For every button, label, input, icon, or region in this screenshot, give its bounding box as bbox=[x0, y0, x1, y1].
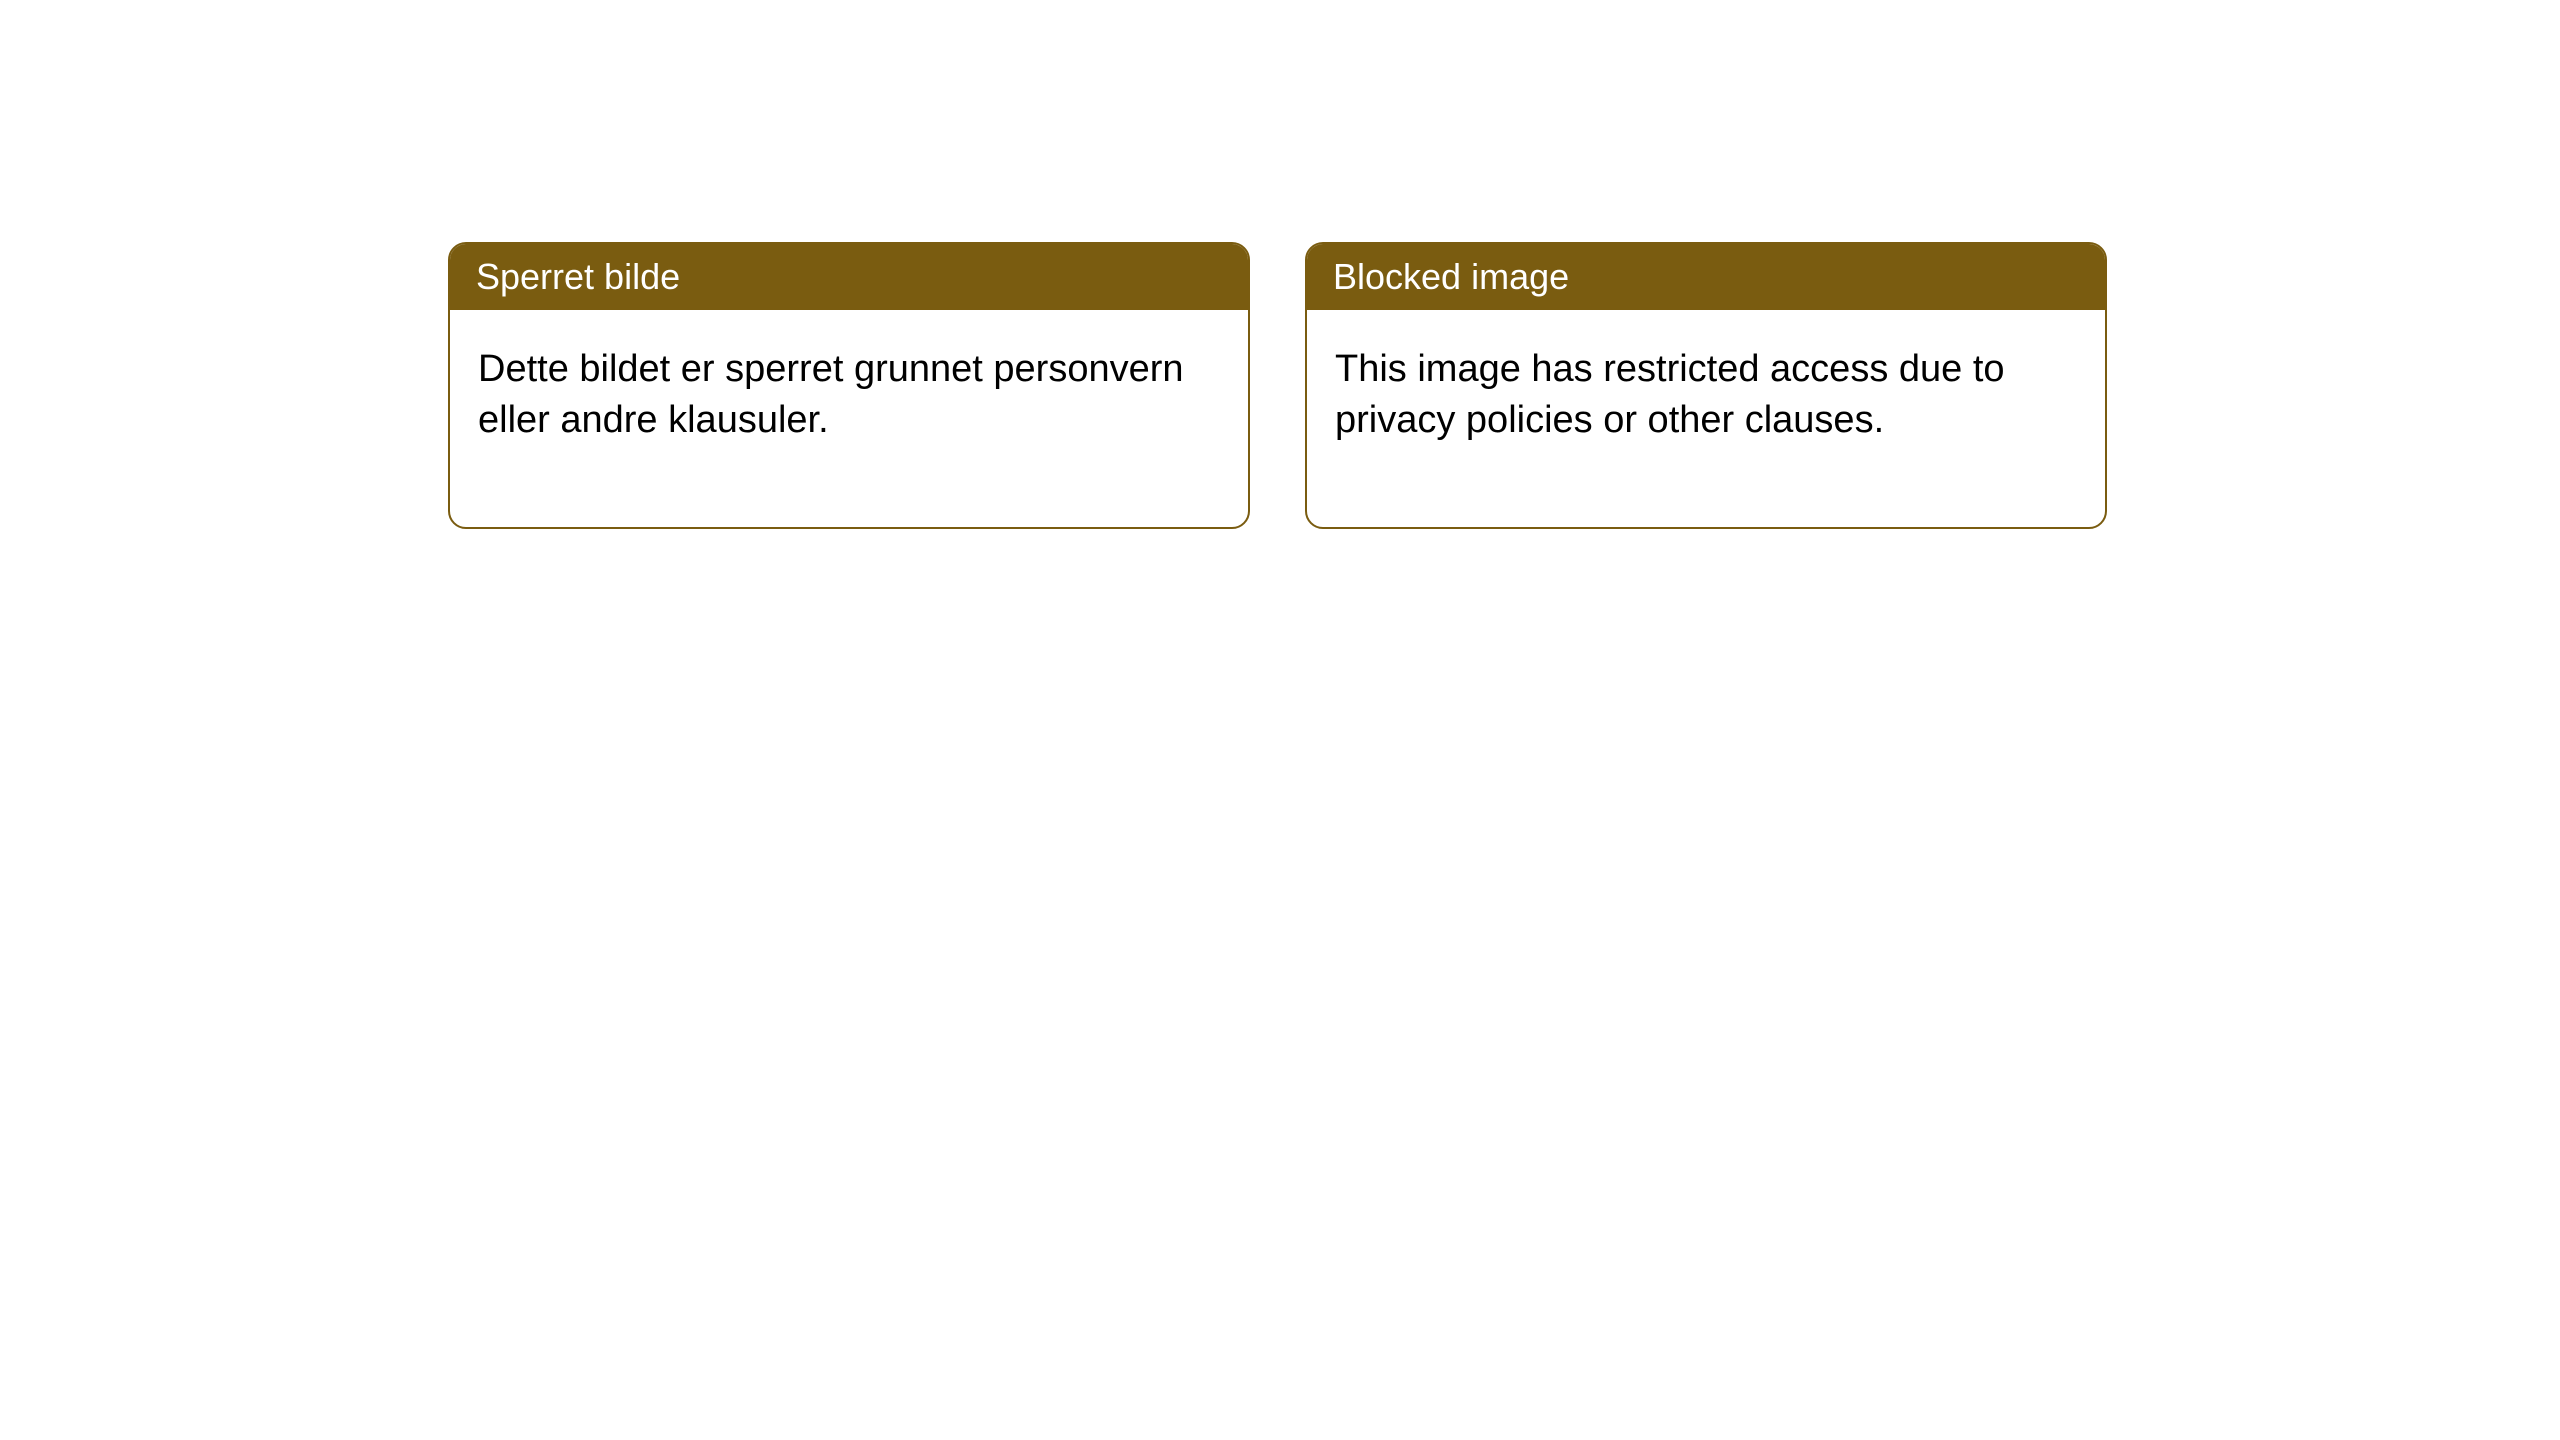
notice-body: This image has restricted access due to … bbox=[1307, 310, 2105, 527]
notice-body: Dette bildet er sperret grunnet personve… bbox=[450, 310, 1248, 527]
notice-card-english: Blocked image This image has restricted … bbox=[1305, 242, 2107, 529]
notice-title: Blocked image bbox=[1333, 256, 1569, 297]
notice-card-norwegian: Sperret bilde Dette bildet er sperret gr… bbox=[448, 242, 1250, 529]
notice-body-text: This image has restricted access due to … bbox=[1335, 348, 2005, 441]
notice-header: Blocked image bbox=[1307, 244, 2105, 310]
notice-header: Sperret bilde bbox=[450, 244, 1248, 310]
notice-container: Sperret bilde Dette bildet er sperret gr… bbox=[448, 242, 2107, 529]
notice-body-text: Dette bildet er sperret grunnet personve… bbox=[478, 348, 1184, 441]
notice-title: Sperret bilde bbox=[476, 256, 680, 297]
